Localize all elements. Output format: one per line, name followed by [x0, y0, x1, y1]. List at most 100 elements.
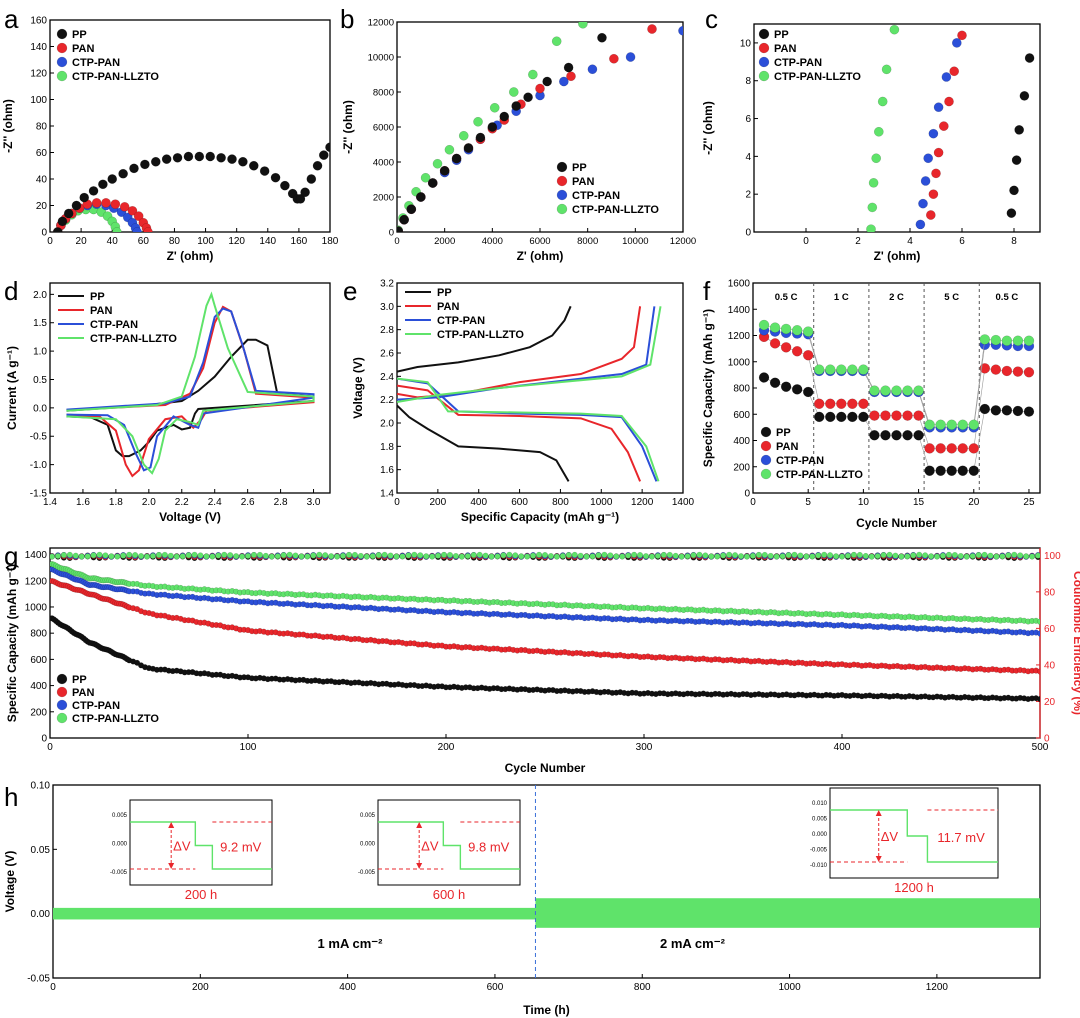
- data-point: [990, 405, 1002, 416]
- data-point: [838, 553, 846, 560]
- inset-delta-label: ΔV: [173, 839, 191, 854]
- data-point: [933, 102, 944, 113]
- data-point: [339, 552, 347, 559]
- data-point: [968, 419, 980, 430]
- y-right-tick-label: 0: [1044, 734, 1050, 745]
- data-point: [191, 551, 198, 558]
- x-axis-title: Cycle Number: [505, 761, 586, 775]
- data-point: [802, 349, 814, 361]
- data-point: [71, 200, 82, 211]
- data-point: [821, 551, 828, 558]
- data-point: [318, 150, 329, 160]
- y-tick-label: 2.8: [380, 325, 394, 336]
- y-tick-label: 200: [30, 707, 47, 718]
- rate-label: 0.5 C: [996, 292, 1019, 303]
- data-point: [749, 552, 756, 559]
- data-point: [399, 214, 409, 225]
- data-point: [758, 56, 770, 68]
- data-point: [880, 410, 891, 421]
- x-tick-label: 0: [750, 497, 756, 508]
- data-point: [847, 364, 858, 375]
- y-tick-label: 0: [41, 734, 47, 745]
- data-point: [931, 168, 941, 179]
- x-tick-label: 2.0: [142, 497, 156, 508]
- y-axis-title: -Z'' (ohm): [701, 101, 715, 155]
- data-point: [813, 411, 825, 423]
- data-point: [415, 192, 426, 202]
- rate-label: 2 C: [889, 292, 904, 303]
- data-point: [310, 552, 317, 559]
- series-line: [397, 306, 642, 399]
- panel-letter: g: [4, 541, 18, 571]
- data-point: [566, 71, 576, 82]
- legend-label: CTP-PAN: [572, 190, 620, 202]
- legend-label: PP: [72, 29, 87, 41]
- data-point: [489, 102, 500, 113]
- data-point: [678, 25, 683, 36]
- data-point: [874, 553, 881, 560]
- data-point: [933, 147, 944, 158]
- x-tick-label: 100: [240, 742, 257, 753]
- inset-tick-label: -0.005: [810, 848, 828, 854]
- y-tick-label: 1.8: [380, 442, 394, 453]
- panel-h: 0 200 400 600 800 1000 1200 -0.05 0.00 0.05 0.10 Ti…: [3, 781, 1041, 1017]
- legend-label: CTP-PAN: [72, 57, 120, 69]
- data-point: [797, 552, 804, 559]
- data-point: [938, 121, 949, 131]
- data-point: [551, 36, 562, 47]
- data-point: [482, 552, 489, 559]
- data-point: [755, 551, 762, 558]
- data-point: [975, 551, 982, 559]
- y-axis-title: -Z'' (ohm): [341, 100, 355, 154]
- data-point: [898, 553, 905, 560]
- x-tick-label: 1200: [926, 982, 949, 993]
- y-right-tick-label: 20: [1044, 697, 1056, 708]
- data-point: [357, 552, 364, 559]
- data-point: [96, 551, 103, 558]
- x-tick-label: 1000: [590, 497, 613, 508]
- data-point: [844, 552, 851, 559]
- legend-label: PAN: [72, 687, 94, 699]
- x-tick-label: 6: [959, 236, 965, 247]
- data-point: [601, 551, 608, 558]
- data-point: [150, 156, 161, 167]
- y-tick-label: 120: [30, 69, 47, 80]
- data-point: [84, 553, 91, 560]
- y-tick-label: 1200: [728, 331, 751, 342]
- data-point: [1029, 553, 1036, 560]
- data-point: [369, 553, 376, 560]
- data-point: [922, 552, 929, 559]
- data-point: [149, 552, 157, 559]
- x-tick-label: 2000: [434, 236, 455, 247]
- data-point: [473, 116, 483, 127]
- data-point: [957, 419, 968, 430]
- y-tick-label: 10: [740, 38, 752, 49]
- data-point: [726, 551, 733, 558]
- data-point: [990, 334, 1002, 346]
- data-point: [565, 551, 572, 559]
- data-point: [423, 553, 430, 560]
- data-point: [487, 122, 498, 132]
- data-point: [101, 198, 111, 208]
- legend-label: CTP-PAN-LLZTO: [72, 713, 159, 725]
- data-point: [813, 364, 825, 375]
- data-point: [720, 552, 727, 559]
- x-tick-label: 20: [76, 236, 88, 247]
- plot-frame: [396, 282, 684, 494]
- y-tick-label: 1200: [25, 576, 48, 587]
- x-tick-label: 200: [430, 497, 447, 508]
- data-point: [1014, 125, 1025, 135]
- data-point: [833, 553, 840, 560]
- data-point: [541, 552, 549, 559]
- data-point: [114, 553, 121, 560]
- data-point: [951, 38, 962, 48]
- data-point: [647, 24, 657, 34]
- inset-title: 1200 h: [894, 880, 934, 895]
- y-right-tick-label: 60: [1044, 624, 1056, 635]
- data-point: [1023, 553, 1030, 560]
- data-point: [107, 174, 118, 184]
- data-point: [233, 553, 240, 560]
- data-point: [924, 419, 935, 430]
- data-point: [91, 198, 102, 208]
- x-tick-label: 400: [470, 497, 487, 508]
